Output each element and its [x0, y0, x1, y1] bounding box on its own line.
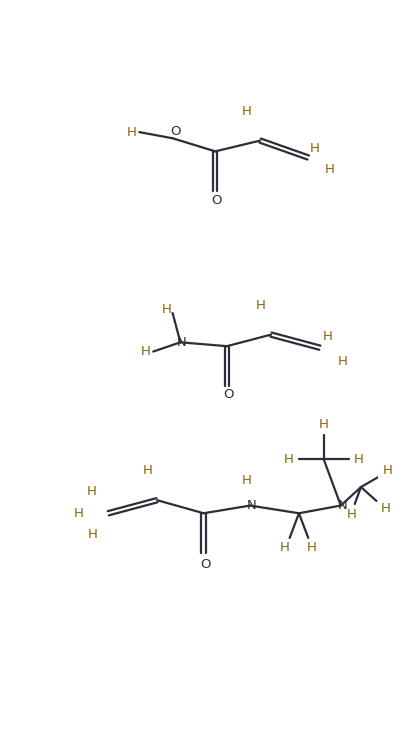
Text: N: N [247, 499, 257, 512]
Text: H: H [347, 509, 357, 521]
Text: O: O [212, 194, 222, 207]
Text: H: H [354, 453, 364, 466]
Text: H: H [255, 299, 265, 312]
Text: O: O [200, 557, 210, 571]
Text: H: H [143, 465, 153, 477]
Text: H: H [284, 453, 294, 466]
Text: H: H [323, 331, 333, 343]
Text: O: O [171, 125, 181, 138]
Text: H: H [280, 542, 290, 554]
Text: H: H [338, 355, 348, 368]
Text: N: N [338, 499, 347, 512]
Text: N: N [177, 336, 187, 349]
Text: H: H [241, 105, 251, 118]
Text: H: H [382, 464, 392, 476]
Text: H: H [310, 142, 319, 155]
Text: O: O [223, 388, 234, 401]
Text: H: H [307, 542, 316, 554]
Text: H: H [126, 126, 136, 138]
Text: H: H [87, 485, 96, 498]
Text: H: H [161, 304, 171, 316]
Text: H: H [241, 474, 251, 488]
Text: H: H [325, 162, 335, 176]
Text: H: H [381, 502, 391, 515]
Text: H: H [74, 506, 84, 520]
Text: H: H [319, 418, 329, 431]
Text: H: H [88, 528, 98, 542]
Text: H: H [141, 345, 150, 358]
